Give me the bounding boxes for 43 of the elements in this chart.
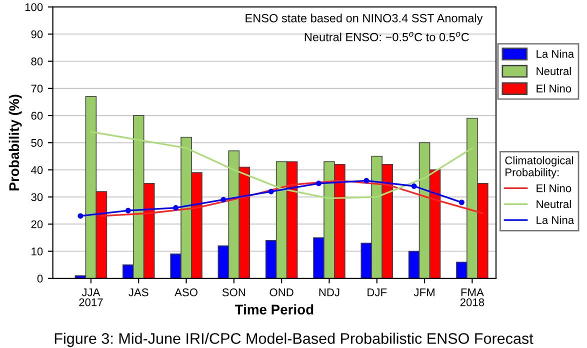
y-tick-label: 50 — [31, 138, 43, 147]
legend-label: El Nino — [536, 84, 572, 92]
legend-label: La Nina — [536, 50, 574, 58]
point — [458, 200, 464, 206]
legend-label: Neutral — [536, 66, 571, 76]
y-tick-label: 80 — [31, 58, 43, 66]
y-tick-label: 30 — [31, 193, 43, 202]
y-tick-label: 100 — [25, 3, 43, 12]
x-tick-label: JJA 2017 — [79, 288, 103, 306]
point — [173, 205, 179, 211]
annotation: Neutral ENSO: −0.5$^{o}$C to 0.5$^{o}$C — [304, 32, 469, 42]
x-tick-label: JFM — [414, 288, 434, 296]
x-tick-label: JAS — [128, 288, 148, 296]
line-series — [100, 180, 484, 217]
x-tick-label: NDJ — [319, 288, 340, 296]
y-tick-label: 10 — [32, 248, 43, 256]
legend-label: El Nino — [536, 184, 572, 192]
point — [125, 208, 131, 214]
line-series — [90, 130, 474, 200]
x-tick-label: DJF — [368, 288, 387, 296]
y-tick-label: 20 — [31, 220, 43, 228]
point — [411, 183, 417, 189]
x-tick-label: SON — [222, 288, 246, 296]
y-tick-label: 90 — [31, 30, 43, 38]
annotation: ENSO state based on NINO3.4 SST Anomaly — [246, 14, 483, 25]
x-tick-label: FMA 2018 — [460, 288, 484, 306]
legend-label: Neutral — [536, 200, 571, 208]
point — [220, 196, 226, 202]
y-tick-label: 60 — [31, 112, 43, 120]
y-tick-label: 70 — [31, 84, 43, 93]
point — [364, 178, 370, 184]
x-axis-title: Time Period — [234, 304, 314, 314]
y-tick-label: 0 — [37, 274, 43, 283]
legend-title: Climatological Probability: — [505, 156, 574, 178]
caption: Figure 3: Mid-June IRI/CPC Model-Based Probabilistic ENSO Forecast — [54, 332, 534, 347]
y-axis-title: Probability (%) — [8, 94, 22, 190]
x-tick-label: ASO — [174, 288, 198, 296]
legend-label: La Nina — [536, 216, 574, 224]
point — [268, 188, 274, 194]
point — [78, 213, 84, 219]
point — [316, 180, 322, 186]
x-tick-label: OND — [270, 288, 294, 296]
y-tick-label: 40 — [31, 166, 43, 174]
